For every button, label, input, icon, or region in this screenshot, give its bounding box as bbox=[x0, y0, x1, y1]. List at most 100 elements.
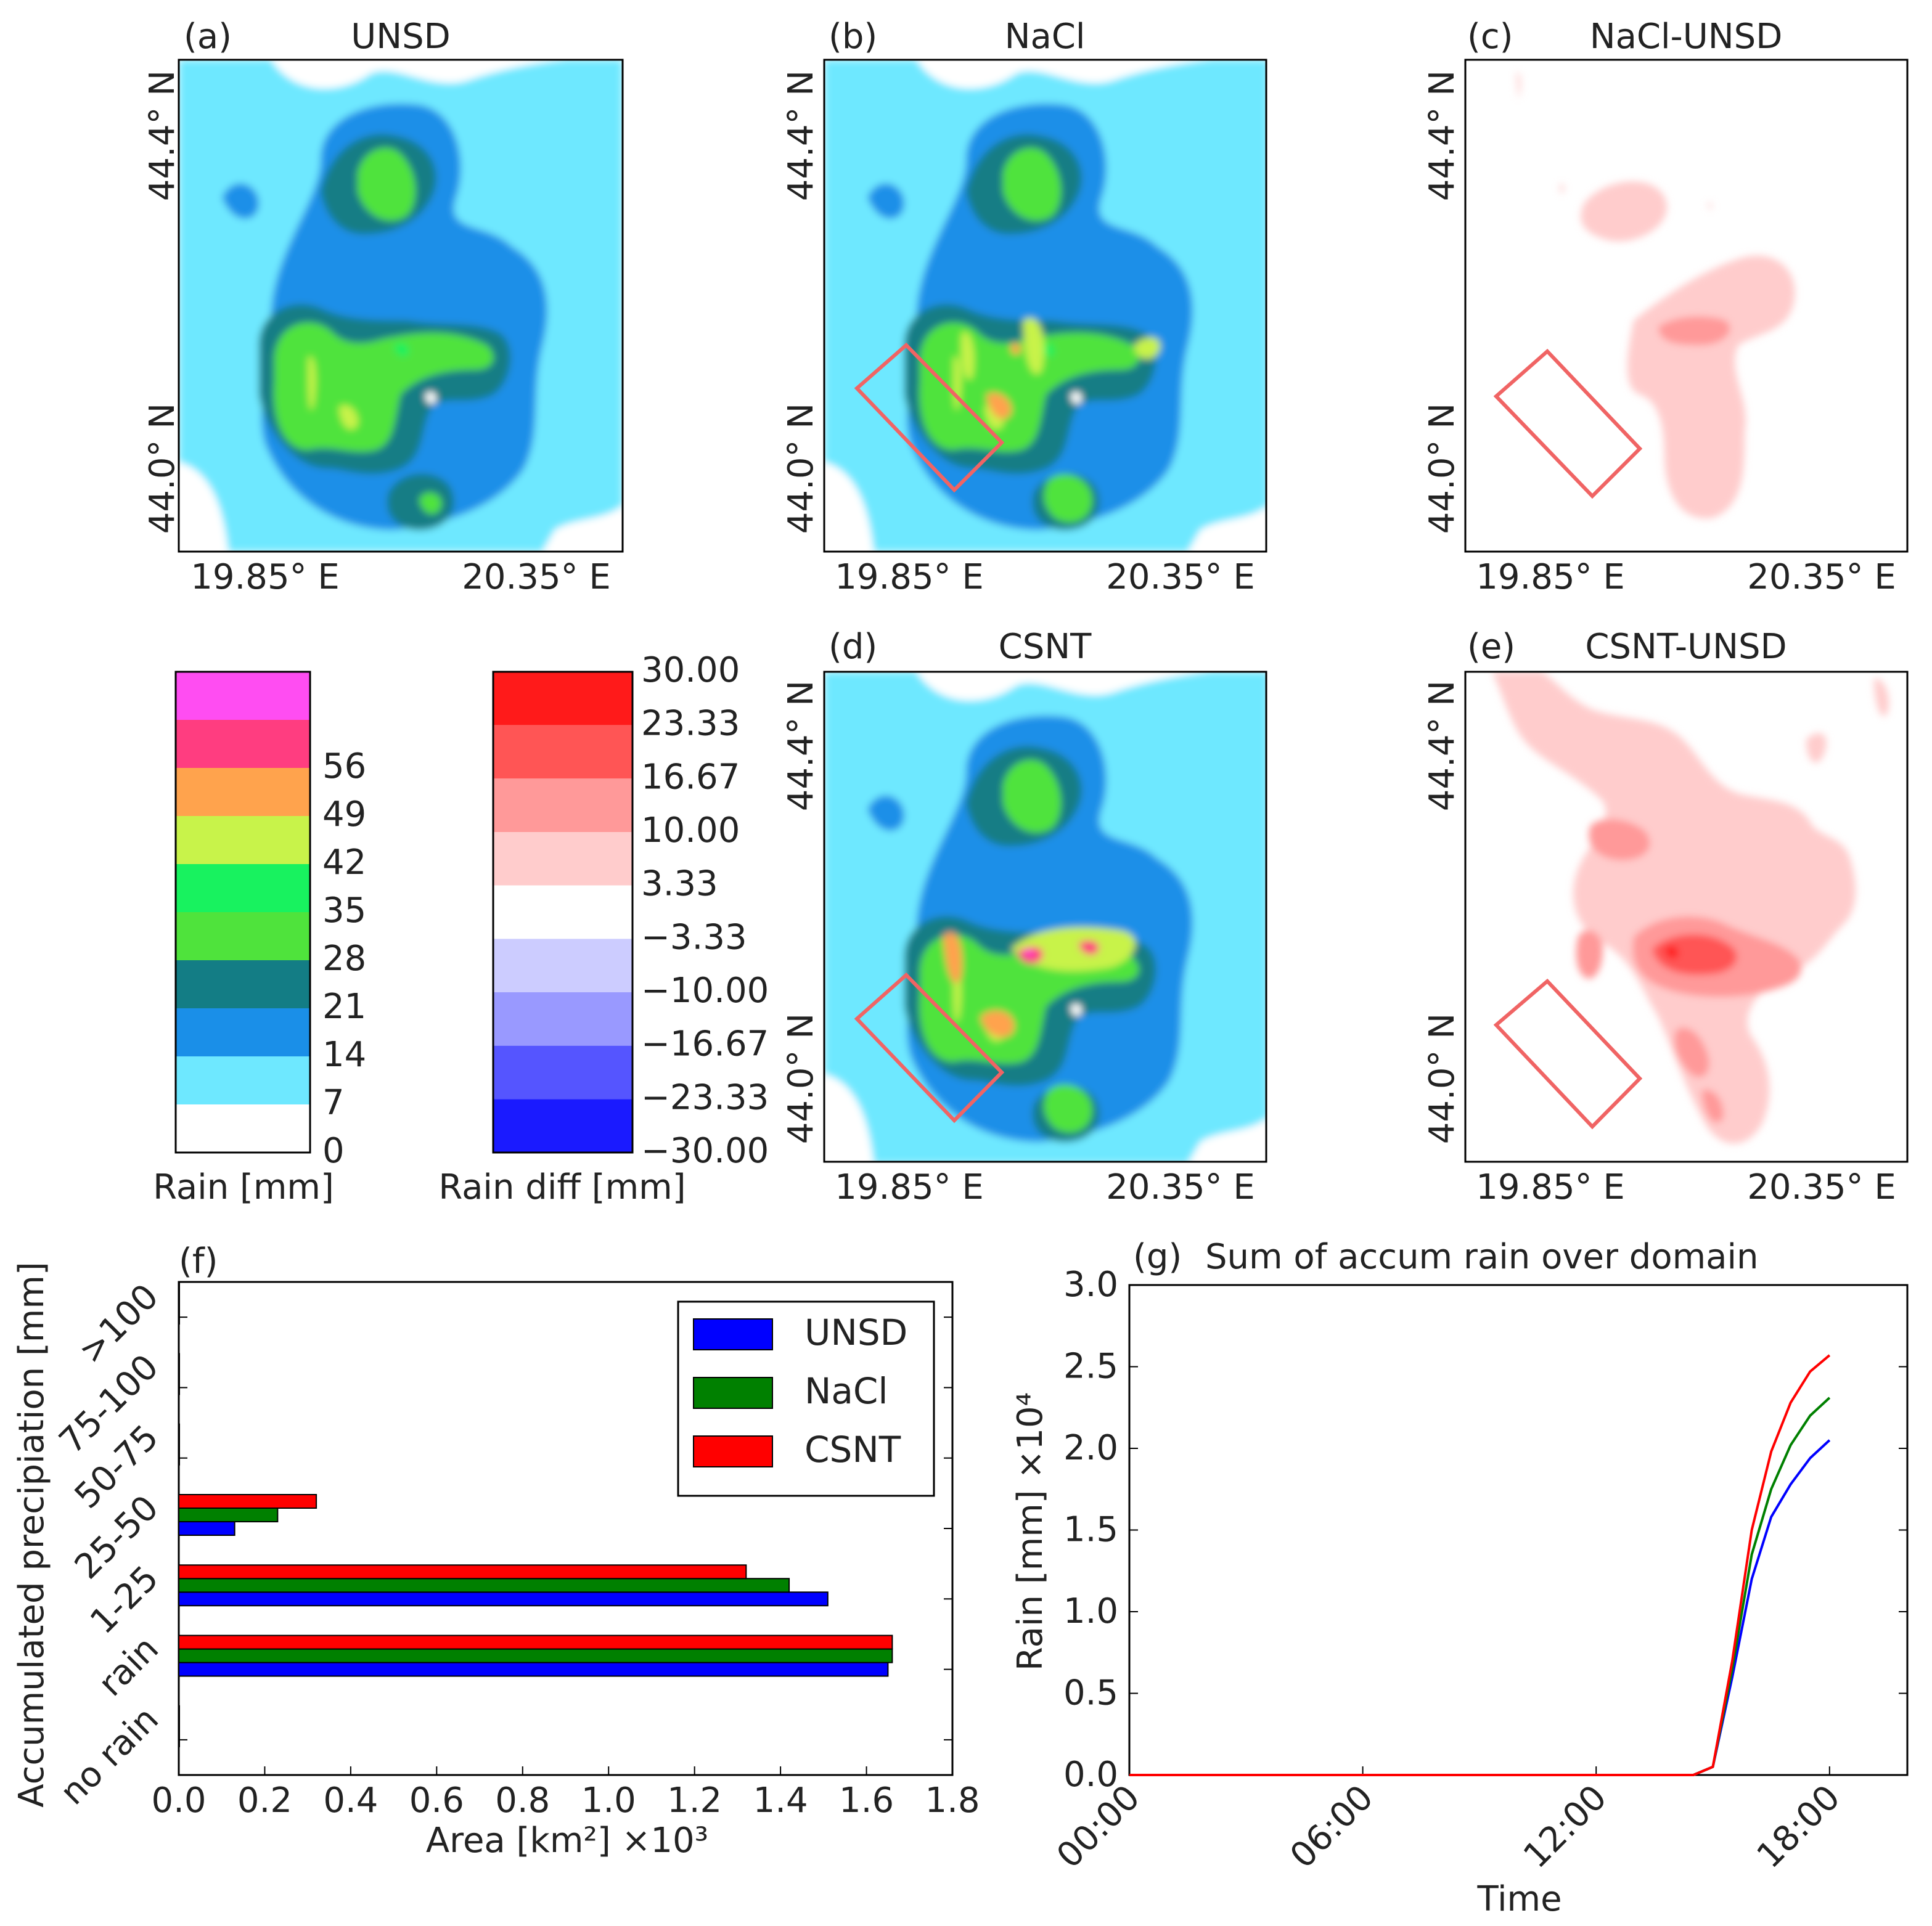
diff-colorbar-swatch bbox=[493, 832, 632, 886]
diff-colorbar-frame bbox=[492, 671, 634, 1154]
diff-colorbar-swatch bbox=[493, 725, 632, 779]
panel-f-bar-csnt bbox=[178, 1634, 893, 1650]
diff-colorbar-tick: −3.33 bbox=[641, 917, 747, 957]
panel-f-bar-unsd bbox=[178, 1521, 235, 1536]
panel-d-lon-left: 19.85° E bbox=[835, 1167, 984, 1207]
panel-e-lat-bottom: 44.0° N bbox=[1422, 1013, 1462, 1144]
diff-colorbar-tick: 3.33 bbox=[641, 864, 718, 904]
panel-b-rain-field bbox=[824, 60, 1266, 552]
panel-e-lon-right: 20.35° E bbox=[1747, 1167, 1896, 1207]
diff-colorbar-tick: −10.00 bbox=[641, 971, 769, 1011]
panel-g-title: Sum of accum rain over domain bbox=[1205, 1237, 1759, 1277]
panel-a-tag: (a) bbox=[184, 17, 232, 57]
panel-f-category-label: rain bbox=[91, 1629, 166, 1705]
panel-f-xtick-label: 0.8 bbox=[495, 1781, 550, 1821]
panel-a-lon-left: 19.85° E bbox=[190, 557, 340, 597]
rain-colorbar-tick: 7 bbox=[322, 1083, 345, 1123]
diff-colorbar-swatch bbox=[493, 992, 632, 1046]
panel-f-ylabel: Accumulated precipiation [mm] bbox=[12, 1262, 52, 1808]
diff-colorbar-swatch bbox=[493, 672, 632, 725]
panel-f-bar-nacl bbox=[178, 1648, 893, 1663]
panel-b-frame bbox=[823, 59, 1267, 553]
diff-colorbar-swatch bbox=[493, 778, 632, 832]
panel-e-highlight-box bbox=[1493, 978, 1643, 1130]
diff-colorbar-tick: −16.67 bbox=[641, 1024, 769, 1064]
rain-colorbar-tick: 35 bbox=[322, 891, 366, 931]
panel-f-xtick-label: 0.6 bbox=[409, 1781, 464, 1821]
panel-c-lat-top: 44.4° N bbox=[1422, 70, 1462, 201]
panel-c-lon-left: 19.85° E bbox=[1476, 557, 1625, 597]
diff-colorbar: 30.00 23.33 16.67 10.00 3.33 −3.33 −10.00 −16.6… bbox=[492, 650, 769, 1171]
rain-colorbar-tick: 42 bbox=[322, 843, 366, 883]
panel-a-lon-right: 20.35° E bbox=[462, 557, 611, 597]
panel-e-tag: (e) bbox=[1467, 627, 1515, 667]
panel-b-lat-bottom: 44.0° N bbox=[781, 403, 821, 534]
panel-b-title: NaCl bbox=[1005, 17, 1086, 57]
panel-b-lon-right: 20.35° E bbox=[1106, 557, 1255, 597]
panel-d-rain-field bbox=[824, 672, 1266, 1162]
panel-d-tag: (d) bbox=[829, 627, 877, 667]
panel-f-legend-label: NaCl bbox=[804, 1370, 888, 1412]
panel-d-frame bbox=[823, 671, 1267, 1163]
panel-b-tag: (b) bbox=[829, 17, 877, 57]
panel-c-frame bbox=[1464, 59, 1909, 553]
panel-f-xtick-label: 1.2 bbox=[667, 1781, 722, 1821]
diff-colorbar-tick: −23.33 bbox=[641, 1077, 769, 1117]
panel-f-bar-csnt bbox=[178, 1564, 747, 1580]
panel-e-lat-top: 44.4° N bbox=[1422, 680, 1462, 811]
rain-colorbar-swatch bbox=[176, 864, 310, 912]
panel-g-tag: (g) bbox=[1133, 1237, 1182, 1277]
diff-colorbar-tick: 16.67 bbox=[641, 757, 740, 797]
panel-c-tag: (c) bbox=[1467, 17, 1513, 57]
line-chart-panel-g: 0.00.51.01.52.02.53.000:00 06:00 12:00 18:0… bbox=[1049, 1265, 1909, 1876]
panel-a-rain-field bbox=[179, 60, 623, 552]
diff-colorbar-tick: −30.00 bbox=[641, 1131, 769, 1171]
panel-b-lon-left: 19.85° E bbox=[835, 557, 984, 597]
rain-colorbar-swatch bbox=[176, 672, 310, 720]
panel-c-lon-right: 20.35° E bbox=[1747, 557, 1896, 597]
panel-g-line-csnt bbox=[1129, 1354, 1831, 1776]
rain-colorbar-swatch bbox=[176, 816, 310, 864]
panel-f-bar-csnt bbox=[178, 1494, 317, 1509]
rain-colorbar-frame bbox=[174, 671, 311, 1154]
panel-g-ytick-label: 1.0 bbox=[1063, 1591, 1118, 1631]
panel-a-frame bbox=[178, 59, 624, 553]
panel-d-highlight-box bbox=[854, 972, 1005, 1124]
panel-g-ytick-label: 3.0 bbox=[1063, 1265, 1118, 1305]
panel-f-bar-nacl bbox=[178, 1578, 790, 1593]
panel-f-bar-unsd bbox=[178, 1591, 829, 1607]
map-panel-d: (d) CSNT 44.4° N 44.0° N 19.85° E 20.35°… bbox=[781, 627, 1267, 1207]
rain-colorbar: 0 7 14 21 28 35 42 49 56 bbox=[174, 671, 366, 1171]
rain-colorbar-swatch bbox=[176, 1104, 310, 1153]
panel-g-ylabel: Rain [mm] ×10⁴ bbox=[1010, 1392, 1050, 1671]
panel-g-ytick-label: 2.5 bbox=[1063, 1347, 1118, 1387]
panel-e-lon-left: 19.85° E bbox=[1476, 1167, 1625, 1207]
panel-d-lat-top: 44.4° N bbox=[781, 680, 821, 811]
panel-d-lon-right: 20.35° E bbox=[1106, 1167, 1255, 1207]
map-panel-e: (e) CSNT-UNSD 44.4° N 44.0° N 19.85° E 2… bbox=[1422, 627, 1909, 1207]
rain-colorbar-tick: 28 bbox=[322, 939, 366, 979]
panel-g-ytick-label: 1.5 bbox=[1063, 1510, 1118, 1550]
panel-b-lat-top: 44.4° N bbox=[781, 70, 821, 201]
panel-f-xtick-label: 1.6 bbox=[839, 1781, 894, 1821]
panel-f-xtick-label: 1.8 bbox=[925, 1781, 980, 1821]
panel-f-legend-swatch bbox=[693, 1377, 773, 1409]
diff-colorbar-label: Rain diff [mm] bbox=[438, 1167, 686, 1207]
map-panel-b: (b) NaCl 44.4° N 44.0° N 19.85° E 20.35°… bbox=[781, 17, 1267, 597]
diff-colorbar-swatch bbox=[493, 1099, 632, 1153]
panel-g-xtick-label: 18:00 bbox=[1750, 1777, 1848, 1876]
rain-colorbar-swatch bbox=[176, 768, 310, 816]
panel-f-xtick-label: 0.4 bbox=[323, 1781, 378, 1821]
rain-colorbar-swatch bbox=[176, 960, 310, 1008]
panel-a-lat-top: 44.4° N bbox=[142, 70, 182, 201]
diff-colorbar-swatch bbox=[493, 885, 632, 939]
panel-e-frame bbox=[1464, 671, 1909, 1163]
panel-f-xtick-label: 0.0 bbox=[151, 1781, 206, 1821]
rain-colorbar-tick: 49 bbox=[322, 794, 366, 834]
panel-c-lat-bottom: 44.0° N bbox=[1422, 403, 1462, 534]
map-panel-a: (a) UNSD 44.4° N 44.0° N 19.85° E 20.35°… bbox=[142, 17, 624, 597]
panel-g-frame bbox=[1128, 1284, 1909, 1776]
panel-f-xtick-label: 1.0 bbox=[581, 1781, 636, 1821]
panel-f-xtick-label: 0.2 bbox=[237, 1781, 292, 1821]
